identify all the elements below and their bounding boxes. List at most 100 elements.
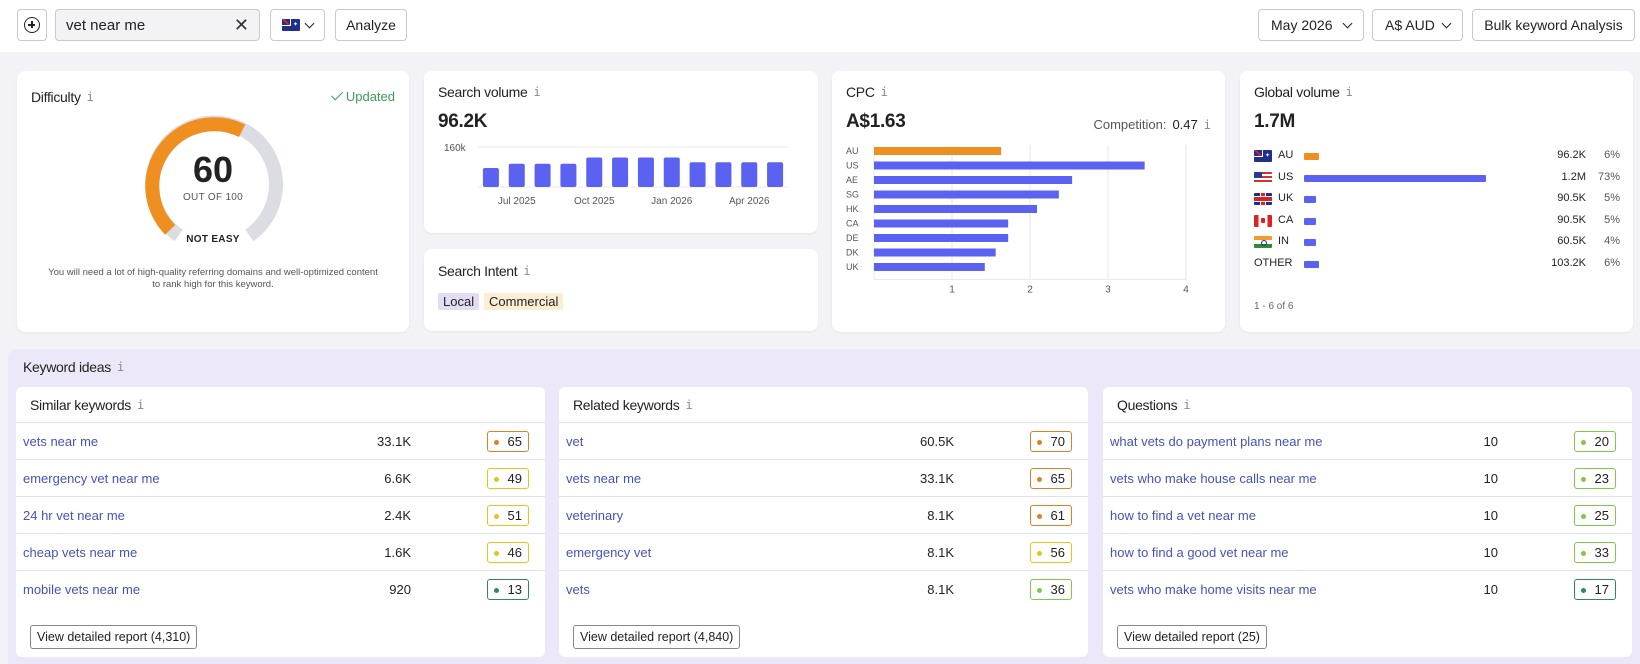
category-label: AE xyxy=(846,175,858,185)
search-value[interactable]: vet near me xyxy=(66,16,146,34)
keyword-search-input[interactable]: vet near me ✕ xyxy=(55,9,260,41)
panel-title: Similar keywords i xyxy=(30,397,144,413)
info-icon[interactable]: i xyxy=(1345,85,1353,99)
intent-tag-commercial: Commercial xyxy=(484,293,564,310)
difficulty-dot-icon xyxy=(494,477,499,482)
difficulty-badge: 20 xyxy=(1574,431,1616,452)
keyword-link[interactable]: emergency vet near me xyxy=(23,470,160,486)
difficulty-badge: 17 xyxy=(1574,579,1616,600)
date-select[interactable]: May 2026 xyxy=(1258,9,1364,41)
category-label: AU xyxy=(846,146,859,156)
difficulty-dot-icon xyxy=(494,514,499,519)
difficulty-gauge xyxy=(145,115,283,242)
keyword-link[interactable]: vets near me xyxy=(566,470,642,486)
difficulty-dot-icon xyxy=(494,588,499,593)
keyword-row: vets near me 33.1K 65 xyxy=(559,459,1088,496)
keyword-link[interactable]: vets who make home visits near me xyxy=(1110,581,1317,597)
info-icon[interactable]: i xyxy=(86,90,94,104)
difficulty-badge: 23 xyxy=(1574,468,1616,489)
keyword-link[interactable]: veterinary xyxy=(566,507,624,523)
share-bar xyxy=(1304,260,1319,268)
info-icon[interactable]: i xyxy=(523,264,531,278)
share-bar xyxy=(1304,174,1486,182)
x-tick-label: 4 xyxy=(1183,285,1189,296)
currency-select[interactable]: A$ AUD xyxy=(1372,9,1463,41)
questions-panel: Questions i what vets do payment plans nea… xyxy=(1103,387,1632,657)
keyword-link[interactable]: cheap vets near me xyxy=(23,544,138,560)
info-icon[interactable]: i xyxy=(116,360,124,374)
info-icon[interactable]: i xyxy=(880,85,888,99)
difficulty-score: 65 xyxy=(1050,471,1065,486)
difficulty-score: 17 xyxy=(1594,582,1609,597)
difficulty-badge: 56 xyxy=(1030,542,1072,563)
volume-bar xyxy=(637,157,654,187)
keyword-link[interactable]: vet xyxy=(566,433,584,449)
difficulty-score: 36 xyxy=(1050,582,1065,597)
panel-title-text: Questions xyxy=(1117,397,1178,413)
updated-label: Updated xyxy=(345,89,395,104)
keyword-link[interactable]: vets near me xyxy=(23,433,99,449)
difficulty-dot-icon xyxy=(1037,514,1042,519)
country-volume: 90.5K xyxy=(1557,213,1586,226)
keyword-row: 24 hr vet near me 2.4K 51 xyxy=(16,496,545,533)
country-share: 6% xyxy=(1604,149,1620,161)
keyword-link[interactable]: what vets do payment plans near me xyxy=(1110,433,1323,449)
cpc-bar xyxy=(874,263,985,271)
keyword-link[interactable]: vets xyxy=(566,581,590,597)
info-icon[interactable]: i xyxy=(685,398,693,412)
keyword-volume: 10 xyxy=(1483,470,1498,486)
country-select[interactable] xyxy=(270,9,325,41)
info-icon[interactable]: i xyxy=(137,398,144,412)
keyword-link[interactable]: vets who make house calls near me xyxy=(1110,470,1317,486)
cpc-bar xyxy=(874,234,1009,242)
keyword-row: vets near me 33.1K 65 xyxy=(16,422,545,459)
view-detailed-report-button[interactable]: View detailed report (25) xyxy=(1117,625,1267,649)
volume-bar xyxy=(715,162,732,187)
au-flag-icon xyxy=(282,19,300,31)
bulk-keyword-analysis-button[interactable]: Bulk keyword Analysis xyxy=(1472,9,1635,41)
difficulty-score: 23 xyxy=(1594,471,1609,486)
view-detailed-report-button[interactable]: View detailed report (4,840) xyxy=(573,625,741,649)
keyword-link[interactable]: how to find a vet near me xyxy=(1110,507,1256,523)
keyword-row: how to find a good vet near me 10 33 xyxy=(1103,533,1632,570)
difficulty-badge: 36 xyxy=(1030,579,1072,600)
difficulty-value: 60 xyxy=(192,149,234,190)
country-code: OTHER xyxy=(1254,256,1293,269)
search-intent-title-text: Search Intent xyxy=(438,263,518,279)
keyword-link[interactable]: how to find a good vet near me xyxy=(1110,544,1289,560)
difficulty-score: 51 xyxy=(507,508,522,523)
info-icon[interactable]: i xyxy=(1183,398,1191,412)
us-flag-icon xyxy=(1254,171,1272,184)
x-tick-label: Jul 2025 xyxy=(498,196,536,207)
country-volume: 96.2K xyxy=(1557,149,1586,161)
cpc-title: CPC i xyxy=(846,84,888,100)
category-label: CA xyxy=(846,219,859,229)
keyword-link[interactable]: mobile vets near me xyxy=(23,581,141,597)
country-share: 73% xyxy=(1597,170,1620,183)
share-bar xyxy=(1304,239,1316,246)
search-volume-title-text: Search volume xyxy=(438,84,528,100)
x-tick-label: 2 xyxy=(1027,285,1033,296)
clear-icon[interactable]: ✕ xyxy=(233,14,249,35)
difficulty-badge: 13 xyxy=(487,579,529,600)
country-row: UK 90.5K 5% xyxy=(1254,192,1620,206)
view-detailed-report-button[interactable]: View detailed report (4,310) xyxy=(30,625,198,649)
difficulty-dot-icon xyxy=(1581,477,1586,482)
difficulty-badge: 70 xyxy=(1030,431,1072,452)
add-button[interactable] xyxy=(17,9,47,41)
info-icon[interactable]: i xyxy=(1203,117,1211,132)
volume-bar xyxy=(508,163,525,187)
country-code: US xyxy=(1278,170,1294,183)
keyword-volume: 6.6K xyxy=(384,470,411,486)
analyze-button[interactable]: Analyze xyxy=(335,9,407,41)
difficulty-score: 46 xyxy=(507,545,522,560)
info-icon[interactable]: i xyxy=(533,85,541,99)
gauge-fill xyxy=(145,117,246,235)
keyword-link[interactable]: 24 hr vet near me xyxy=(23,507,125,523)
keyword-ideas-title-text: Keyword ideas xyxy=(23,359,111,375)
keyword-link[interactable]: emergency vet xyxy=(566,544,652,560)
category-label: DE xyxy=(846,233,859,243)
volume-bar xyxy=(663,157,680,187)
keyword-row: vets who make house calls near me 10 23 xyxy=(1103,459,1632,496)
keyword-row: vet 60.5K 70 xyxy=(559,422,1088,459)
